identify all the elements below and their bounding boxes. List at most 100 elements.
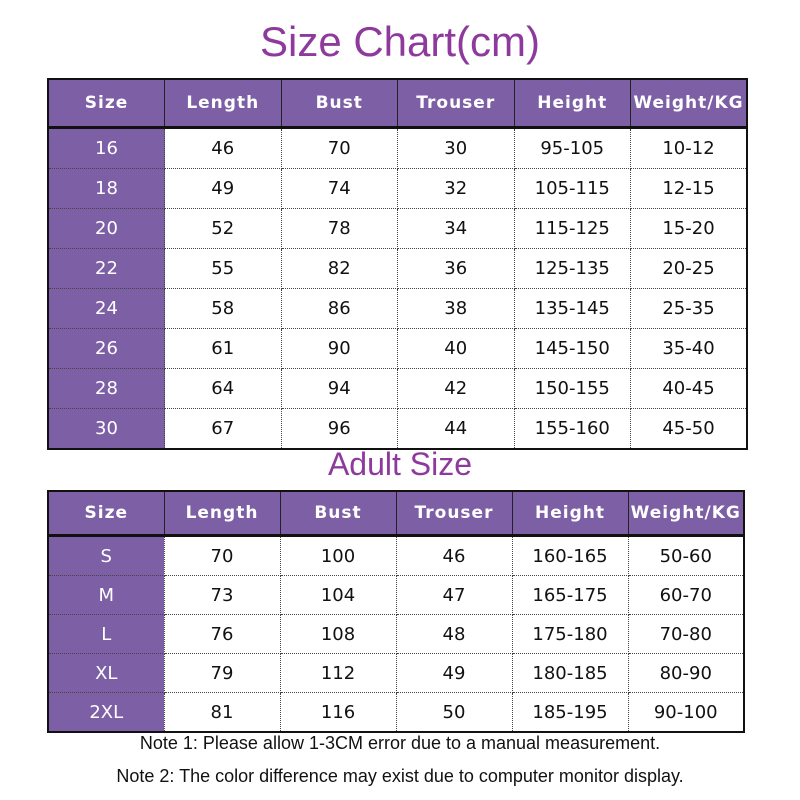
value-cell: 10-12 [630,127,748,169]
value-cell: 115-125 [513,208,631,249]
value-cell: 112 [279,653,397,693]
value-cell: 38 [397,288,515,329]
value-cell: 76 [163,614,281,654]
value-cell: 150-155 [513,368,631,409]
table-row: 22 55 82 36 125-135 20-25 [47,248,748,289]
table-row: XL 79 112 49 180-185 80-90 [47,653,745,693]
value-cell: 47 [395,575,513,615]
value-cell: 175-180 [511,614,629,654]
size-cell: 16 [47,127,165,169]
value-cell: 73 [163,575,281,615]
column-header: Length [164,78,282,129]
value-cell: 180-185 [511,653,629,693]
value-cell: 35-40 [630,328,748,369]
column-header: Weight/KG [627,490,745,537]
value-cell: 104 [279,575,397,615]
kids-size-table: Size Length Bust Trouser Height Weight/KG 16 46… [47,78,748,450]
value-cell: 48 [395,614,513,654]
column-header: Length [163,490,281,537]
column-header: Weight/KG [630,78,748,129]
value-cell: 95-105 [513,127,631,169]
value-cell: 165-175 [511,575,629,615]
value-cell: 94 [280,368,398,409]
value-cell: 70 [163,535,281,576]
size-cell: M [47,575,165,615]
table-row: 16 46 70 30 95-105 10-12 [47,127,748,169]
value-cell: 108 [279,614,397,654]
column-header: Bust [279,490,397,537]
value-cell: 82 [280,248,398,289]
header-row: Size Length Bust Trouser Height Weight/KG [47,490,745,537]
value-cell: 64 [164,368,282,409]
value-cell: 45-50 [630,408,748,450]
table-row: S 70 100 46 160-165 50-60 [47,535,745,576]
table-row: L 76 108 48 175-180 70-80 [47,614,745,654]
table-row: 20 52 78 34 115-125 15-20 [47,208,748,249]
size-cell: 26 [47,328,165,369]
value-cell: 42 [397,368,515,409]
value-cell: 74 [280,168,398,209]
value-cell: 90 [280,328,398,369]
value-cell: 145-150 [513,328,631,369]
size-cell: 20 [47,208,165,249]
value-cell: 185-195 [511,692,629,733]
value-cell: 100 [279,535,397,576]
value-cell: 15-20 [630,208,748,249]
value-cell: 40 [397,328,515,369]
value-cell: 60-70 [627,575,745,615]
page-title: Size Chart(cm) [259,18,541,65]
value-cell: 70-80 [627,614,745,654]
table-row: 28 64 94 42 150-155 40-45 [47,368,748,409]
value-cell: 125-135 [513,248,631,289]
column-header: Size [47,78,165,129]
column-header: Trouser [397,78,515,129]
value-cell: 44 [397,408,515,450]
value-cell: 32 [397,168,515,209]
value-cell: 86 [280,288,398,329]
table-row: M 73 104 47 165-175 60-70 [47,575,745,615]
size-cell: 28 [47,368,165,409]
header-row: Size Length Bust Trouser Height Weight/KG [47,78,748,129]
column-header: Trouser [395,490,513,537]
value-cell: 96 [280,408,398,450]
value-cell: 135-145 [513,288,631,329]
value-cell: 34 [397,208,515,249]
value-cell: 116 [279,692,397,733]
size-cell: 2XL [47,692,165,733]
size-cell: 30 [47,408,165,450]
size-cell: 24 [47,288,165,329]
note-1: Note 1: Please allow 1-3CM error due to … [139,733,661,753]
column-header: Height [513,78,631,129]
adult-size-title: Adult Size [327,446,473,482]
value-cell: 160-165 [511,535,629,576]
table-row: 26 61 90 40 145-150 35-40 [47,328,748,369]
size-cell: S [47,535,165,576]
value-cell: 36 [397,248,515,289]
value-cell: 67 [164,408,282,450]
value-cell: 80-90 [627,653,745,693]
value-cell: 25-35 [630,288,748,329]
size-cell: 22 [47,248,165,289]
size-cell: 18 [47,168,165,209]
table-row: 18 49 74 32 105-115 12-15 [47,168,748,209]
value-cell: 55 [164,248,282,289]
value-cell: 90-100 [627,692,745,733]
value-cell: 46 [164,127,282,169]
value-cell: 78 [280,208,398,249]
value-cell: 50-60 [627,535,745,576]
value-cell: 105-115 [513,168,631,209]
size-cell: L [47,614,165,654]
value-cell: 46 [395,535,513,576]
value-cell: 52 [164,208,282,249]
note-2: Note 2: The color difference may exist d… [116,766,684,786]
table-row: 30 67 96 44 155-160 45-50 [47,408,748,450]
value-cell: 40-45 [630,368,748,409]
column-header: Height [511,490,629,537]
adult-size-table: Size Length Bust Trouser Height Weight/KG S 70 1… [47,490,745,733]
value-cell: 30 [397,127,515,169]
value-cell: 79 [163,653,281,693]
value-cell: 49 [395,653,513,693]
table-row: 24 58 86 38 135-145 25-35 [47,288,748,329]
value-cell: 81 [163,692,281,733]
value-cell: 70 [280,127,398,169]
